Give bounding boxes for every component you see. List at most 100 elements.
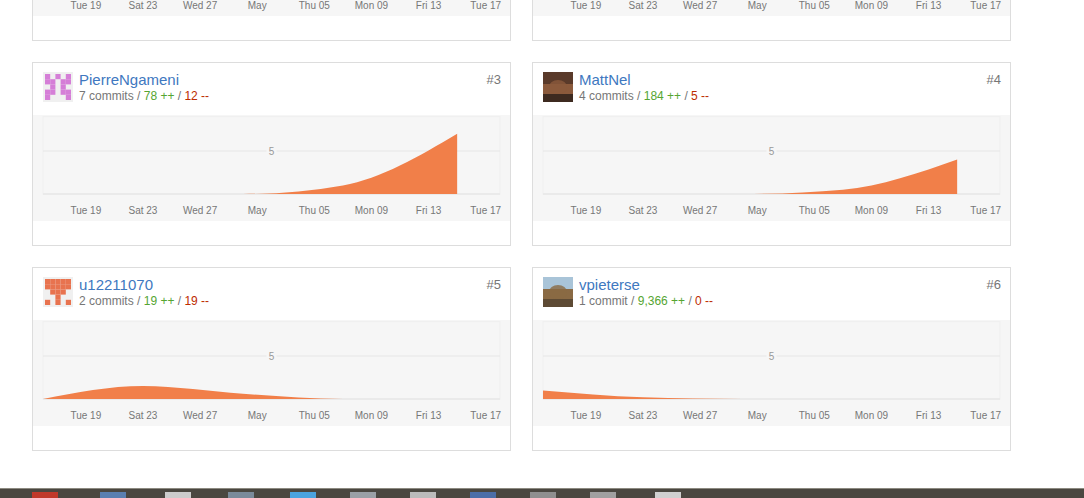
avatar-cell: [55, 284, 60, 289]
deletions: 5 --: [691, 89, 709, 103]
plot-background: [533, 115, 1010, 221]
x-tick-label: Tue 19: [70, 0, 101, 11]
additions: 9,366 ++: [638, 294, 685, 308]
card: [533, 63, 1011, 246]
avatar-cell: [50, 79, 55, 84]
additions: 78 ++: [144, 89, 175, 103]
x-tick-label: Sat 23: [629, 410, 658, 421]
avatar-cell: [66, 90, 71, 95]
deletions: 19 --: [184, 294, 209, 308]
marks: [543, 390, 957, 399]
commits: 1 commit: [579, 294, 628, 308]
taskbar-icon: [100, 492, 126, 498]
x-tick-label: Fri 13: [416, 0, 442, 11]
x-tick-label: Thu 05: [799, 205, 831, 216]
separator: /: [628, 294, 638, 308]
x-tick-label: Thu 05: [299, 410, 331, 421]
taskbar-bg: [0, 488, 1084, 498]
plot-frame: [543, 322, 1000, 399]
avatar-cell: [66, 300, 71, 305]
x-tick-label: Wed 27: [683, 205, 718, 216]
commits: 7 commits: [79, 89, 134, 103]
x-tick-label: Sat 23: [629, 205, 658, 216]
x-tick-label: Tue 19: [570, 205, 601, 216]
avatar-cell: [66, 279, 71, 284]
x-tick-label: Wed 27: [683, 410, 718, 421]
taskbar-icon: [655, 492, 681, 498]
separator: /: [685, 294, 695, 308]
x-tick-label: Fri 13: [416, 410, 442, 421]
user-name: u12211070: [79, 276, 153, 293]
x-tick-label: Wed 27: [183, 205, 218, 216]
avatar-cell: [66, 284, 71, 289]
plot-background: [533, 0, 1010, 16]
x-tick-label: Thu 05: [799, 0, 831, 11]
page: 5Tue 19Sat 23Wed 27MayThu 05Mon 09Fri 13…: [0, 0, 1084, 498]
separator: /: [134, 89, 144, 103]
avatar-cell: [61, 289, 66, 294]
user-name: vpieterse: [579, 276, 640, 293]
x-tick-label: Tue 17: [470, 410, 501, 421]
contribution-area: [543, 160, 957, 194]
taskbar-icon: [410, 492, 436, 498]
avatar: [543, 72, 573, 102]
x-tick-label: May: [248, 410, 267, 421]
x-tick-label: Sat 23: [129, 205, 158, 216]
x-tick-label: Tue 17: [470, 205, 501, 216]
x-tick-label: Tue 17: [970, 410, 1001, 421]
plot-background: [33, 115, 510, 221]
commits: 2 commits: [79, 294, 134, 308]
commit-stats: 4 commits / 184 ++ / 5 --: [579, 89, 709, 103]
contributor-card: 5Tue 19Sat 23Wed 27MayThu 05Mon 09Fri 13…: [33, 63, 511, 246]
deletions: 12 --: [184, 89, 209, 103]
card: [533, 0, 1011, 41]
avatar-cell: [55, 300, 60, 305]
taskbar-icon: [290, 492, 316, 498]
tick-label-bg: [767, 350, 777, 361]
avatar-cell: [61, 90, 66, 95]
avatar-cell: [45, 79, 50, 84]
x-tick-label: Tue 17: [470, 0, 501, 11]
avatar: [43, 277, 73, 307]
commit-stats: 2 commits / 19 ++ / 19 --: [79, 294, 209, 308]
user-name: PierreNgameni: [79, 71, 179, 88]
avatar-cell: [55, 279, 60, 284]
x-tick-label: Tue 19: [70, 410, 101, 421]
x-tick-label: May: [748, 410, 767, 421]
partial-card: 5Tue 19Sat 23Wed 27MayThu 05Mon 09Fri 13…: [33, 0, 511, 41]
separator: /: [634, 89, 644, 103]
commit-stats: 1 commit / 9,366 ++ / 0 --: [579, 294, 713, 308]
avatar-cell: [61, 79, 66, 84]
plot-background: [33, 0, 510, 16]
taskbar-edge: [0, 488, 1084, 489]
x-tick-label: Tue 19: [570, 0, 601, 11]
tick-label-bg: [767, 145, 777, 156]
taskbar-icon: [590, 492, 616, 498]
avatar-cell: [45, 300, 50, 305]
avatar-cell: [55, 289, 60, 294]
x-tick-label: Mon 09: [855, 410, 889, 421]
x-tick-label: Tue 19: [570, 410, 601, 421]
avatar-bg: [543, 72, 573, 102]
separator: /: [174, 89, 184, 103]
avatar-part: [549, 80, 567, 94]
contribution-area: [543, 390, 957, 399]
tick-label-bg: [267, 350, 277, 361]
x-tick-label: Fri 13: [916, 205, 942, 216]
separator: /: [681, 89, 691, 103]
x-tick-label: Wed 27: [683, 0, 718, 11]
x-tick-label: Tue 19: [70, 205, 101, 216]
plot-background: [33, 320, 510, 426]
card: [33, 0, 511, 41]
x-tick-label: May: [748, 0, 767, 11]
x-tick-label: Tue 17: [970, 0, 1001, 11]
taskbar-icon: [165, 492, 191, 498]
rank: #4: [987, 72, 1001, 87]
plot-frame: [543, 117, 1000, 194]
avatar-cell: [61, 279, 66, 284]
avatar-cell: [45, 90, 50, 95]
contributor-card: 5Tue 19Sat 23Wed 27MayThu 05Mon 09Fri 13…: [33, 268, 511, 451]
avatar-cell: [66, 95, 71, 100]
avatar-cell: [45, 74, 50, 79]
avatar: [543, 277, 573, 307]
